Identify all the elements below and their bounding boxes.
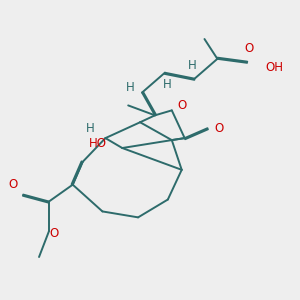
Text: O: O <box>215 122 224 135</box>
Text: O: O <box>9 178 18 191</box>
Text: H: H <box>86 122 95 135</box>
Text: O: O <box>244 42 254 56</box>
Text: H: H <box>163 78 171 91</box>
Text: HO: HO <box>88 136 106 150</box>
Text: H: H <box>126 81 135 94</box>
Text: H: H <box>188 59 197 72</box>
Text: O: O <box>49 227 58 240</box>
Text: O: O <box>177 99 186 112</box>
Text: OH: OH <box>265 61 283 74</box>
